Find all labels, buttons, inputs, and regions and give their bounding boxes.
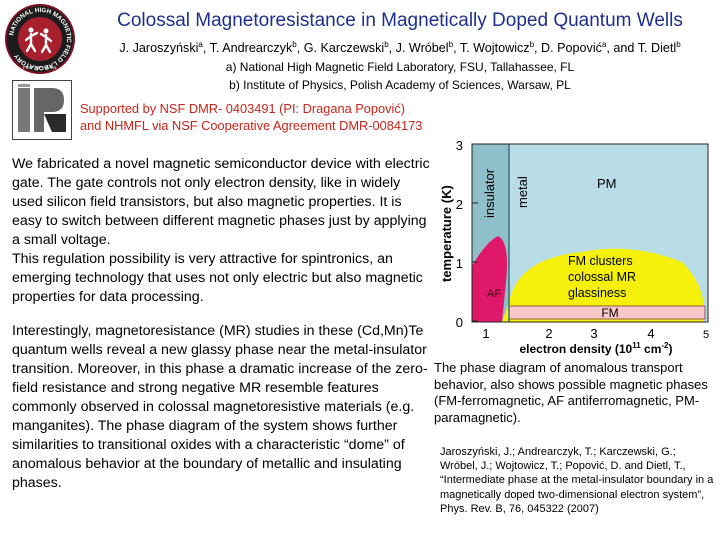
author-separator: , and bbox=[606, 41, 638, 56]
author-separator: , bbox=[202, 41, 210, 56]
fm-label: FM bbox=[601, 306, 618, 320]
body-text-1a: We fabricated a novel magnetic semicondu… bbox=[12, 156, 430, 248]
body-paragraph-2: Interestingly, magnetoresistance (MR) st… bbox=[12, 322, 430, 493]
x-axis: 1 2 3 4 5 bbox=[482, 326, 709, 341]
y-tick-1: 1 bbox=[456, 256, 463, 271]
author-affiliation-mark: b bbox=[384, 40, 389, 49]
y-tick-2: 2 bbox=[456, 197, 463, 212]
author-separator: , bbox=[453, 41, 460, 56]
insulator-label: insulator bbox=[482, 168, 497, 218]
x-tick-5: 5 bbox=[703, 329, 709, 341]
funding-line-1: Supported by NSF DMR- 0403491 (PI: Draga… bbox=[80, 101, 406, 116]
author-name: G. Karczewski bbox=[303, 41, 385, 56]
author-affiliation-mark: b bbox=[529, 40, 535, 49]
dome-label-2: colossal MR bbox=[568, 270, 636, 284]
author-affiliation-mark: b bbox=[676, 40, 681, 49]
citation: Jaroszyński, J.; Andrearczyk, T.; Karcze… bbox=[440, 446, 714, 515]
author-name: D. Popović bbox=[541, 41, 602, 56]
x-tick-1: 1 bbox=[482, 326, 489, 341]
author-affiliation-mark: a bbox=[601, 40, 607, 49]
phase-diagram: 0 1 2 3 temperature (K) 1 2 3 4 5 electr… bbox=[439, 138, 709, 356]
author-separator: , bbox=[388, 41, 396, 56]
body-text-2: Interestingly, magnetoresistance (MR) st… bbox=[12, 323, 428, 491]
author-name: T. Dietl bbox=[637, 41, 677, 56]
affiliation-a: a) National High Magnetic Field Laborato… bbox=[225, 60, 575, 74]
figures-icon bbox=[24, 27, 53, 54]
author-name: J. Jaroszyński bbox=[119, 41, 199, 56]
author-affiliation-mark: b bbox=[292, 40, 297, 49]
author-name: T. Wojtowicz bbox=[459, 41, 530, 56]
x-axis-label: electron density (1011 cm-2) bbox=[520, 341, 673, 356]
nhmfl-logo-bottom-text: FSU · UF · LANL bbox=[23, 65, 58, 70]
author-affiliation-mark: b bbox=[448, 40, 454, 49]
funding-note: Supported by NSF DMR- 0403491 (PI: Draga… bbox=[80, 100, 422, 134]
dome-label-1: FM clusters bbox=[568, 254, 633, 268]
author-separator: , bbox=[296, 41, 304, 56]
af-region bbox=[472, 236, 507, 322]
dome-region bbox=[502, 248, 704, 322]
author-name: T. Andrearczyk bbox=[209, 41, 293, 56]
metal-label: metal bbox=[515, 176, 530, 208]
dome-label-3: glassiness bbox=[568, 286, 626, 300]
affiliation-b: b) Institute of Physics, Polish Academy … bbox=[229, 78, 571, 92]
x-tick-3: 3 bbox=[590, 326, 597, 341]
y-tick-3: 3 bbox=[456, 138, 463, 153]
ifpan-logo bbox=[12, 80, 72, 140]
pm-label: PM bbox=[597, 176, 617, 191]
nhmfl-logo: NATIONAL HIGH MAGNETIC FIELD LABORATORY … bbox=[5, 4, 75, 74]
y-axis: 0 1 2 3 bbox=[456, 138, 478, 330]
author-list: J. Jaroszyńskia, T. Andrearczykb, G. Kar… bbox=[80, 40, 720, 55]
y-axis-label: temperature (K) bbox=[439, 185, 454, 282]
plot-frame bbox=[471, 143, 709, 323]
author-name: J. Wróbel bbox=[395, 41, 449, 56]
af-label: AF bbox=[487, 288, 501, 300]
figure-caption: The phase diagram of anomalous transport… bbox=[434, 360, 708, 425]
x-tick-2: 2 bbox=[545, 326, 552, 341]
body-text-1b: This regulation possibility is very attr… bbox=[12, 251, 423, 305]
funding-line-2: and NHMFL via NSF Cooperative Agreement … bbox=[80, 118, 423, 133]
x-tick-4: 4 bbox=[647, 326, 654, 341]
page-title: Colossal Magnetoresistance in Magnetical… bbox=[117, 10, 683, 31]
author-separator: , bbox=[534, 41, 542, 56]
author-affiliation-mark: a bbox=[198, 40, 203, 49]
y-tick-0: 0 bbox=[456, 315, 463, 330]
body-paragraph-1: We fabricated a novel magnetic semicondu… bbox=[12, 155, 430, 307]
